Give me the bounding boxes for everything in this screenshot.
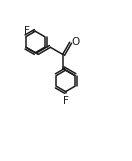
Text: F: F: [23, 26, 29, 36]
Text: O: O: [71, 37, 80, 47]
Text: F: F: [63, 96, 69, 106]
